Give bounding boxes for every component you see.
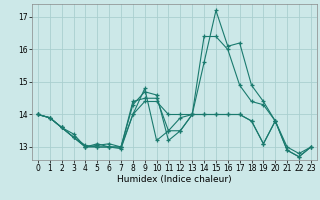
X-axis label: Humidex (Indice chaleur): Humidex (Indice chaleur) <box>117 175 232 184</box>
